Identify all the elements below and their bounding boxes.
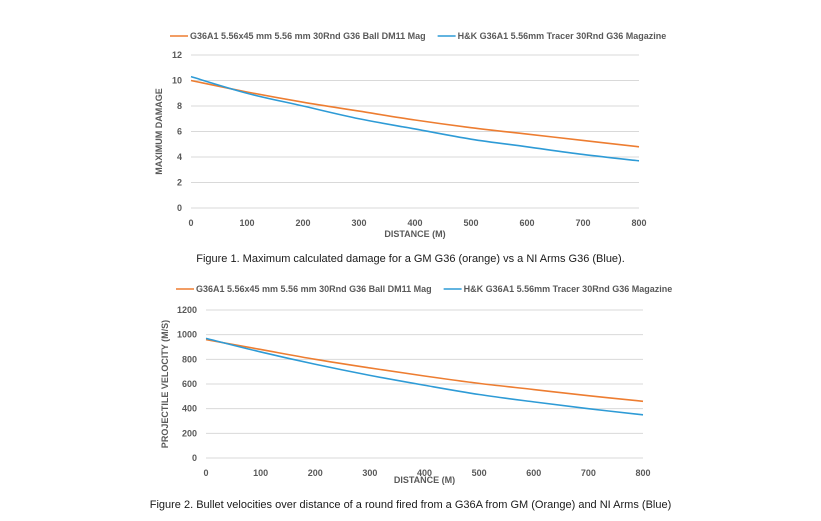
series-line <box>205 337 644 416</box>
y-tick-label: 1200 <box>177 305 197 315</box>
x-tick-label: 500 <box>463 218 478 228</box>
figure-2-caption: Figure 2. Bullet velocities over distanc… <box>149 499 672 511</box>
y-tick-label: 4 <box>177 152 182 162</box>
figure-1-caption: Figure 1. Maximum calculated damage for … <box>196 253 625 265</box>
x-tick-label: 800 <box>635 468 650 478</box>
legend-label: G36A1 5.56x45 mm 5.56 mm 30Rnd G36 Ball … <box>196 284 432 294</box>
y-tick-label: 2 <box>177 178 182 188</box>
x-tick-label: 300 <box>362 468 377 478</box>
x-tick-label: 200 <box>308 468 323 478</box>
legend-label: H&K G36A1 5.56mm Tracer 30Rnd G36 Magazi… <box>458 31 667 41</box>
x-tick-label: 100 <box>239 218 254 228</box>
x-tick-label: 800 <box>631 218 646 228</box>
x-tick-label: 700 <box>575 218 590 228</box>
series-line <box>205 338 644 403</box>
y-tick-label: 600 <box>182 379 197 389</box>
y-axis-title: MAXIMUM DAMAGE <box>154 88 164 175</box>
y-tick-label: 10 <box>172 76 182 86</box>
x-tick-label: 300 <box>351 218 366 228</box>
legend: G36A1 5.56x45 mm 5.56 mm 30Rnd G36 Ball … <box>176 284 672 294</box>
y-tick-label: 0 <box>192 453 197 463</box>
y-tick-label: 200 <box>182 428 197 438</box>
x-tick-label: 600 <box>526 468 541 478</box>
y-tick-label: 400 <box>182 404 197 414</box>
x-tick-label: 700 <box>581 468 596 478</box>
y-tick-label: 12 <box>172 50 182 60</box>
legend-label: G36A1 5.56x45 mm 5.56 mm 30Rnd G36 Ball … <box>190 31 426 41</box>
x-axis-title: DISTANCE (M) <box>394 475 455 485</box>
x-tick-label: 400 <box>407 218 422 228</box>
x-tick-label: 200 <box>295 218 310 228</box>
y-tick-label: 6 <box>177 127 182 137</box>
x-tick-label: 600 <box>519 218 534 228</box>
x-tick-label: 400 <box>417 468 432 478</box>
x-tick-label: 0 <box>188 218 193 228</box>
series-line <box>190 79 640 148</box>
x-tick-label: 0 <box>203 468 208 478</box>
y-tick-label: 1000 <box>177 330 197 340</box>
x-tick-label: 100 <box>253 468 268 478</box>
x-tick-label: 500 <box>472 468 487 478</box>
legend: G36A1 5.56x45 mm 5.56 mm 30Rnd G36 Ball … <box>170 31 666 41</box>
x-axis-title: DISTANCE (M) <box>384 229 445 239</box>
y-tick-label: 800 <box>182 354 197 364</box>
y-tick-label: 0 <box>177 203 182 213</box>
y-axis-title: PROJECTILE VELOCITY (M/S) <box>160 320 170 448</box>
y-tick-label: 8 <box>177 101 182 111</box>
series-line <box>190 75 640 162</box>
legend-label: H&K G36A1 5.56mm Tracer 30Rnd G36 Magazi… <box>464 284 673 294</box>
